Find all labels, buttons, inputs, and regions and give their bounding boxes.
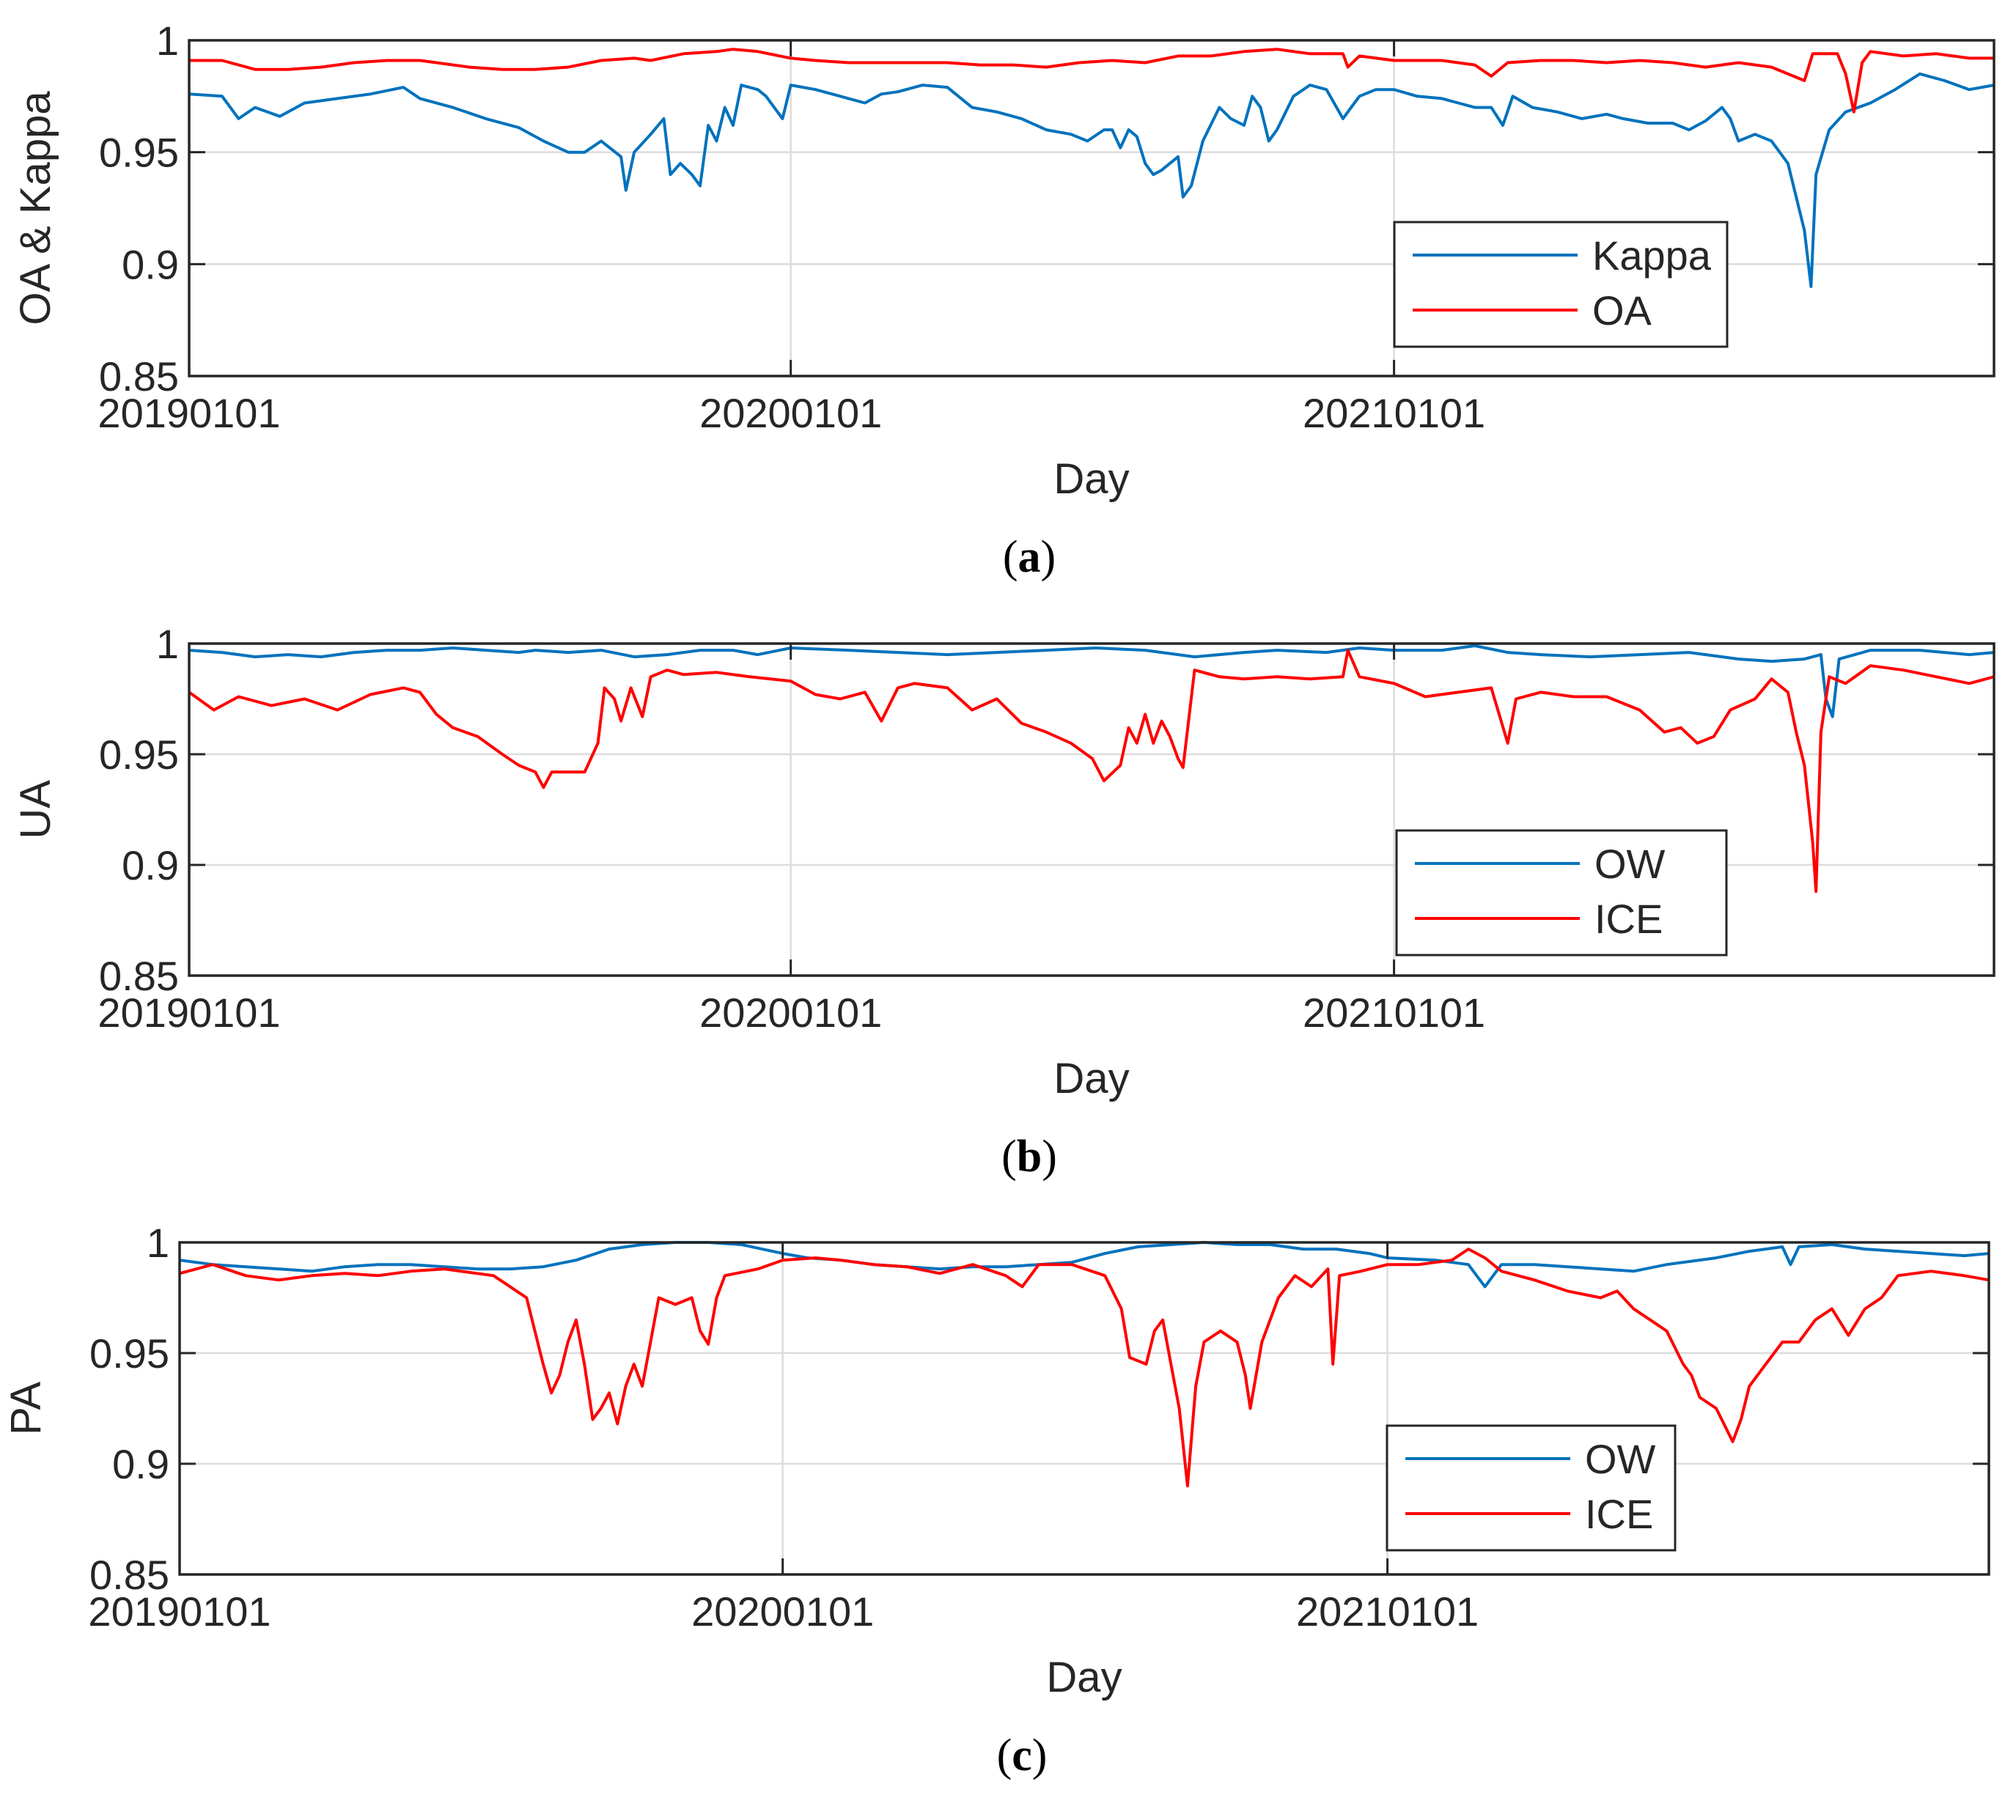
panel-a-caption-close: ) [1041, 532, 1056, 582]
panel-c-ytick-label-2: 0.95 [89, 1330, 169, 1377]
panel-a-axes-box [188, 39, 1995, 377]
panel-a-ytick-label-1: 0.9 [122, 241, 179, 287]
panel-b-caption-letter: b [1017, 1132, 1042, 1182]
panel-b-series-ow [188, 644, 1995, 718]
panel-a-caption-open: ( [1003, 532, 1018, 582]
panel-c-ytick-label-1: 0.9 [112, 1441, 169, 1487]
panel-b-ticks: 0.85 0.9 0.95 1 20190101 20200101 20210101 [98, 621, 1994, 1036]
panel-c-xtick-label-0: 20190101 [88, 1588, 271, 1635]
panel-b-xtick-label-1: 20200101 [699, 990, 882, 1036]
panel-b-ytick-label-1: 0.9 [122, 842, 179, 888]
panel-a-legend-box [1393, 221, 1729, 348]
panel-b: 0.85 0.9 0.95 1 20190101 20200101 20210101 Day… [12, 621, 1995, 1182]
panel-b-ytick-label-2: 0.95 [99, 732, 179, 778]
panel-c-caption-open: ( [997, 1731, 1012, 1780]
panel-c-y-axis-label: PA [2, 1382, 50, 1435]
panel-c-xtick-label-1: 20200101 [691, 1588, 874, 1635]
panel-a-ticks: 0.85 0.9 0.95 1 20190101 20200101 20210101 [98, 18, 1994, 436]
panel-a-x-axis-label: Day [1053, 455, 1129, 503]
panel-c-xtick-label-2: 20210101 [1296, 1588, 1479, 1635]
panel-a-legend-label-oa: OA [1592, 287, 1652, 334]
panel-b-legend-label-ice: ICE [1594, 896, 1663, 942]
panel-b-ytick-label-3: 1 [156, 621, 179, 667]
panel-a-ytick-label-3: 1 [156, 18, 179, 64]
panel-c-legend-label-ow: OW [1585, 1436, 1656, 1482]
panel-c-x-axis-label: Day [1046, 1654, 1122, 1701]
panel-c-axes-box [178, 1241, 1990, 1576]
panel-b-caption-open: ( [1001, 1132, 1017, 1182]
panel-a-ytick-label-2: 0.95 [99, 130, 179, 176]
panel-b-series-ice [188, 649, 1995, 894]
panel-b-legend: OW ICE [1395, 829, 1728, 957]
panel-c-legend-box [1386, 1424, 1677, 1552]
panel-b-caption: (b) [1001, 1132, 1057, 1182]
panel-a-legend: Kappa OA [1393, 221, 1729, 348]
panel-a-legend-label-kappa: Kappa [1592, 232, 1712, 279]
panel-c-ticks: 0.85 0.9 0.95 1 20190101 20200101 20210101 [88, 1220, 1989, 1635]
panel-b-y-axis-label: UA [12, 780, 59, 839]
panel-a-xtick-label-0: 20190101 [98, 390, 280, 436]
panel-c-ytick-label-0: 0.85 [89, 1552, 169, 1598]
panel-a-y-axis-label: OA & Kappa [12, 91, 59, 325]
panel-c-legend: OW ICE [1386, 1424, 1677, 1552]
panel-a-ytick-label-0: 0.85 [99, 353, 179, 399]
panel-c-caption: (c) [997, 1731, 1048, 1780]
panel-a-caption-letter: a [1018, 532, 1041, 582]
panel-b-axes-box [188, 642, 1995, 977]
panel-c-series [179, 1241, 1990, 1488]
panel-b-series [188, 644, 1995, 894]
panel-c-caption-close: ) [1032, 1731, 1048, 1780]
panel-b-legend-label-ow: OW [1594, 841, 1666, 887]
panel-b-xtick-label-0: 20190101 [98, 990, 280, 1036]
panel-a-xtick-label-2: 20210101 [1303, 390, 1485, 436]
panel-b-ytick-label-0: 0.85 [99, 953, 179, 999]
panel-c-ytick-label-3: 1 [147, 1220, 169, 1266]
panel-a: 0.85 0.9 0.95 1 20190101 20200101 20210101 Day… [12, 18, 1995, 582]
panel-b-x-axis-label: Day [1053, 1055, 1129, 1102]
panel-a-series-oa [189, 48, 1994, 114]
panel-c: 0.85 0.9 0.95 1 20190101 20200101 20210101 Day… [2, 1220, 1990, 1780]
panel-b-xtick-label-2: 20210101 [1303, 990, 1485, 1036]
panel-b-legend-box [1395, 829, 1728, 957]
panel-a-series-kappa [188, 72, 1995, 288]
panel-a-xtick-label-1: 20200101 [699, 390, 882, 436]
panel-c-series-ow [179, 1241, 1990, 1289]
panel-c-caption-letter: c [1012, 1731, 1032, 1780]
panel-c-legend-label-ice: ICE [1585, 1491, 1653, 1537]
panel-c-series-ice [179, 1248, 1990, 1488]
panel-a-series [188, 48, 1995, 288]
panel-b-caption-close: ) [1042, 1132, 1057, 1182]
panel-a-caption: (a) [1003, 532, 1056, 582]
